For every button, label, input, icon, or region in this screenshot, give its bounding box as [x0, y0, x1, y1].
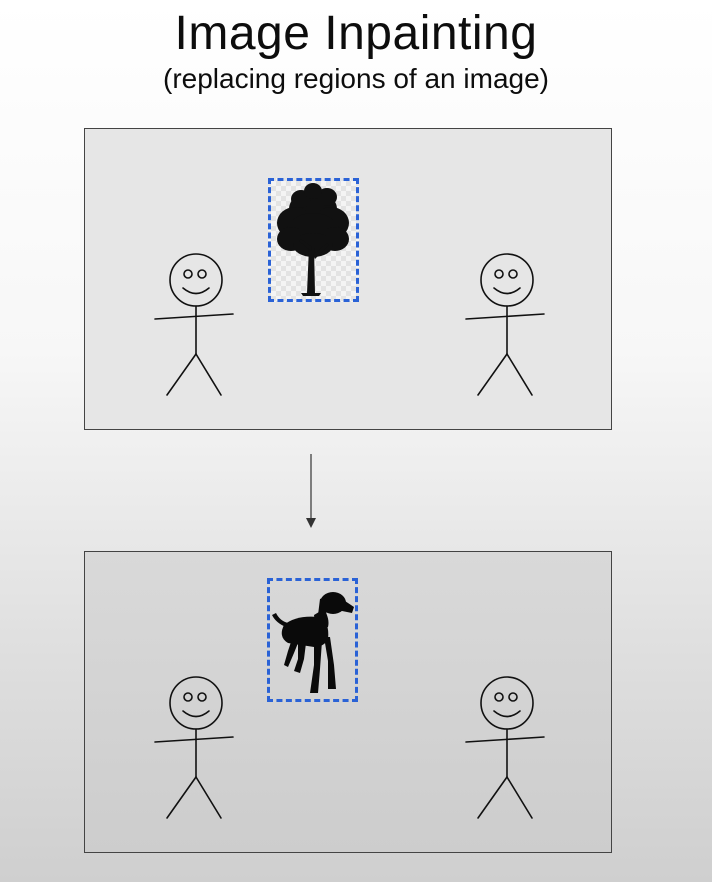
arrow-down-icon	[306, 454, 316, 528]
original-image-panel	[84, 128, 612, 430]
tree-icon	[277, 183, 349, 296]
stick-figure-left-icon	[154, 253, 234, 396]
page-title: Image Inpainting	[174, 7, 538, 60]
mask-region-inpainted	[267, 578, 358, 702]
dog-silhouette-icon	[272, 592, 354, 693]
stick-figure-right-icon	[465, 253, 545, 396]
mask-region-original	[268, 178, 359, 302]
page-subtitle: (replacing regions of an image)	[163, 63, 549, 94]
stick-figure-left-icon	[154, 676, 234, 819]
stick-figure-right-icon	[465, 676, 545, 819]
inpainted-image-panel	[84, 551, 612, 853]
